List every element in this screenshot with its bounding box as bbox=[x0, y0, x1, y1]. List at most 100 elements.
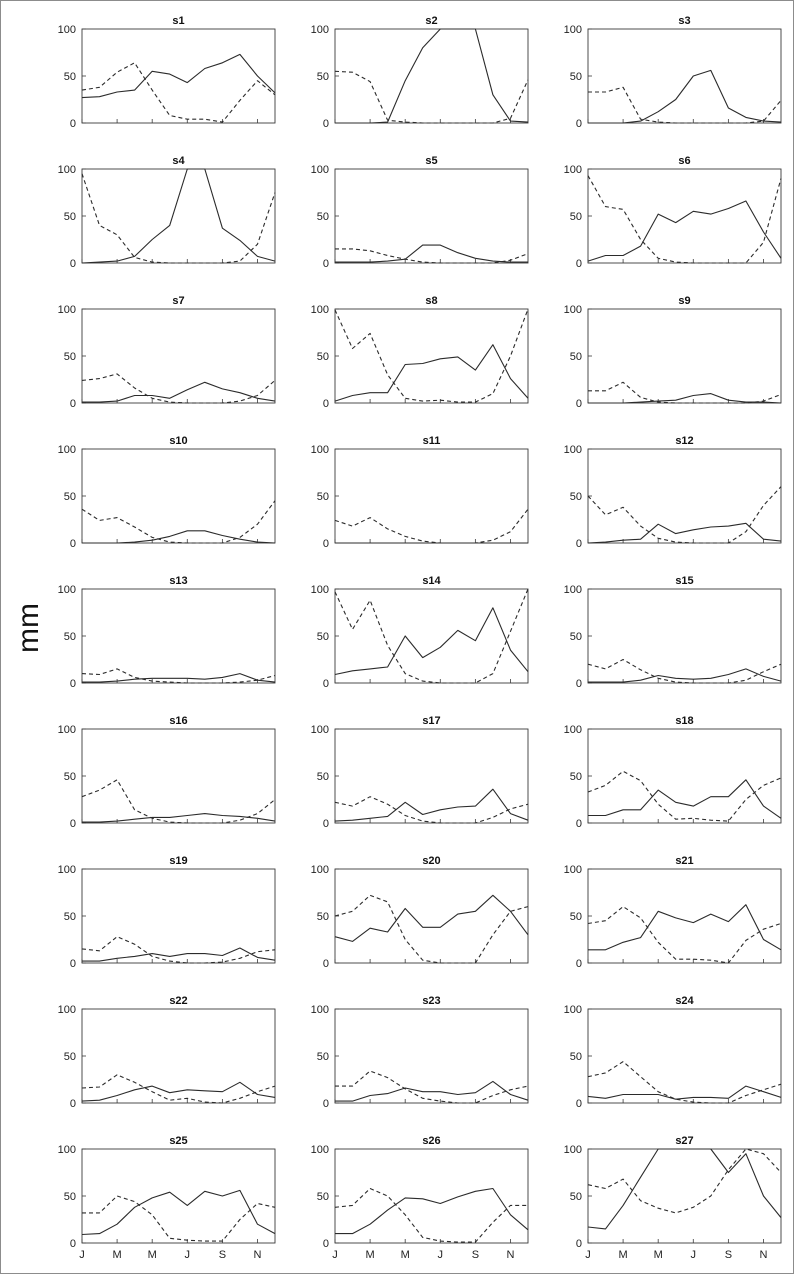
series-solid bbox=[588, 393, 782, 404]
panel-frame bbox=[81, 168, 276, 264]
panel-s23: s23 0 50 100 bbox=[311, 995, 529, 1110]
y-tick-label: 100 bbox=[58, 724, 76, 736]
y-tick-label: 50 bbox=[64, 491, 76, 503]
series-solid bbox=[587, 1085, 782, 1100]
panel-s12: s12 0 50 100 bbox=[564, 435, 782, 550]
y-tick-label: 100 bbox=[58, 444, 76, 456]
series-solid bbox=[588, 779, 782, 819]
x-tick-label: M bbox=[401, 1249, 410, 1261]
y-tick-label: 0 bbox=[576, 1098, 582, 1110]
series-solid bbox=[82, 530, 276, 544]
panel-frame bbox=[587, 168, 782, 264]
panel-s16: s16 0 50 100 bbox=[58, 715, 276, 830]
panel-s27: s27 0 50 100 J M M J S N bbox=[564, 1135, 782, 1261]
y-tick-label: 0 bbox=[323, 118, 329, 130]
panel-s1: s1 0 50 100 bbox=[58, 15, 276, 130]
series-solid bbox=[334, 788, 529, 822]
panel-s18: s18 0 50 100 bbox=[564, 715, 782, 830]
panel-frame bbox=[81, 308, 276, 404]
y-tick-label: 100 bbox=[58, 1144, 76, 1156]
y-tick-label: 100 bbox=[564, 1144, 582, 1156]
series-dashed bbox=[81, 62, 276, 123]
x-tick-label: S bbox=[725, 1249, 732, 1261]
series-dashed bbox=[81, 668, 276, 684]
panel-title: s9 bbox=[678, 295, 690, 307]
series-solid bbox=[81, 1189, 276, 1236]
y-tick-label: 50 bbox=[570, 631, 582, 643]
series-dashed bbox=[335, 1070, 529, 1104]
y-tick-label: 50 bbox=[317, 491, 329, 503]
y-tick-label: 50 bbox=[64, 211, 76, 223]
y-tick-label: 0 bbox=[576, 818, 582, 830]
panel-frame bbox=[334, 588, 529, 684]
y-tick-label: 50 bbox=[317, 911, 329, 923]
panel-frame bbox=[334, 28, 529, 124]
series-dashed bbox=[81, 173, 276, 264]
series-dashed bbox=[587, 175, 782, 264]
series-solid bbox=[588, 69, 782, 124]
y-tick-label: 100 bbox=[58, 1004, 76, 1016]
y-tick-label: 50 bbox=[64, 631, 76, 643]
panel-s24: s24 0 50 100 bbox=[564, 995, 782, 1110]
panel-frame bbox=[81, 728, 276, 824]
panel-title: s1 bbox=[172, 15, 184, 27]
x-tick-label: S bbox=[219, 1249, 226, 1261]
series-dashed bbox=[81, 1074, 276, 1104]
series-dashed bbox=[335, 248, 529, 264]
series-solid bbox=[82, 673, 276, 683]
y-axis-label: mm bbox=[12, 603, 45, 653]
y-tick-label: 0 bbox=[323, 678, 329, 690]
series-dashed bbox=[82, 1195, 276, 1242]
panel-title: s24 bbox=[675, 995, 694, 1007]
panel-s10: s10 0 50 100 bbox=[58, 435, 276, 550]
series-solid bbox=[82, 947, 276, 962]
panel-s26: s26 0 50 100 J M M J S N bbox=[311, 1135, 529, 1261]
panel-s4: s4 0 50 100 bbox=[58, 155, 276, 270]
series-solid bbox=[335, 28, 529, 124]
series-dashed bbox=[81, 373, 276, 404]
series-solid bbox=[335, 1187, 529, 1235]
x-tick-label: J bbox=[438, 1249, 444, 1261]
series-dashed bbox=[334, 588, 529, 684]
y-tick-label: 100 bbox=[564, 724, 582, 736]
y-tick-label: 100 bbox=[311, 584, 329, 596]
panel-title: s16 bbox=[169, 715, 187, 727]
series-dashed bbox=[81, 779, 276, 824]
y-tick-label: 50 bbox=[317, 71, 329, 83]
y-tick-label: 0 bbox=[323, 398, 329, 410]
panel-frame bbox=[587, 308, 782, 404]
y-tick-label: 0 bbox=[576, 678, 582, 690]
panel-s5: s5 0 50 100 bbox=[311, 155, 529, 270]
y-tick-label: 50 bbox=[570, 771, 582, 783]
panel-frame bbox=[81, 448, 276, 544]
panel-s11: s11 0 50 100 bbox=[311, 435, 529, 550]
x-tick-label: J bbox=[185, 1249, 191, 1261]
panel-title: s8 bbox=[425, 295, 437, 307]
series-solid bbox=[334, 344, 529, 402]
series-solid bbox=[335, 244, 528, 263]
x-tick-label: M bbox=[619, 1249, 628, 1261]
series-dashed bbox=[81, 936, 276, 964]
y-tick-label: 100 bbox=[311, 444, 329, 456]
y-tick-label: 0 bbox=[70, 958, 76, 970]
panel-frame bbox=[587, 728, 782, 824]
y-tick-label: 50 bbox=[570, 911, 582, 923]
y-tick-label: 0 bbox=[323, 818, 329, 830]
panel-title: s11 bbox=[423, 435, 441, 447]
series-solid bbox=[588, 668, 782, 683]
series-dashed bbox=[81, 500, 276, 544]
panel-title: s19 bbox=[169, 855, 187, 867]
y-tick-label: 100 bbox=[564, 864, 582, 876]
series-dashed bbox=[587, 906, 782, 964]
y-tick-label: 50 bbox=[570, 1191, 582, 1203]
y-tick-label: 0 bbox=[70, 678, 76, 690]
series-dashed bbox=[587, 1061, 782, 1104]
panel-frame bbox=[81, 28, 276, 124]
y-tick-label: 0 bbox=[70, 818, 76, 830]
series-solid bbox=[587, 522, 782, 544]
series-dashed bbox=[334, 894, 529, 964]
panel-s14: s14 0 50 100 bbox=[311, 575, 529, 690]
panel-s9: s9 0 50 100 bbox=[564, 295, 782, 410]
y-tick-label: 50 bbox=[317, 1191, 329, 1203]
